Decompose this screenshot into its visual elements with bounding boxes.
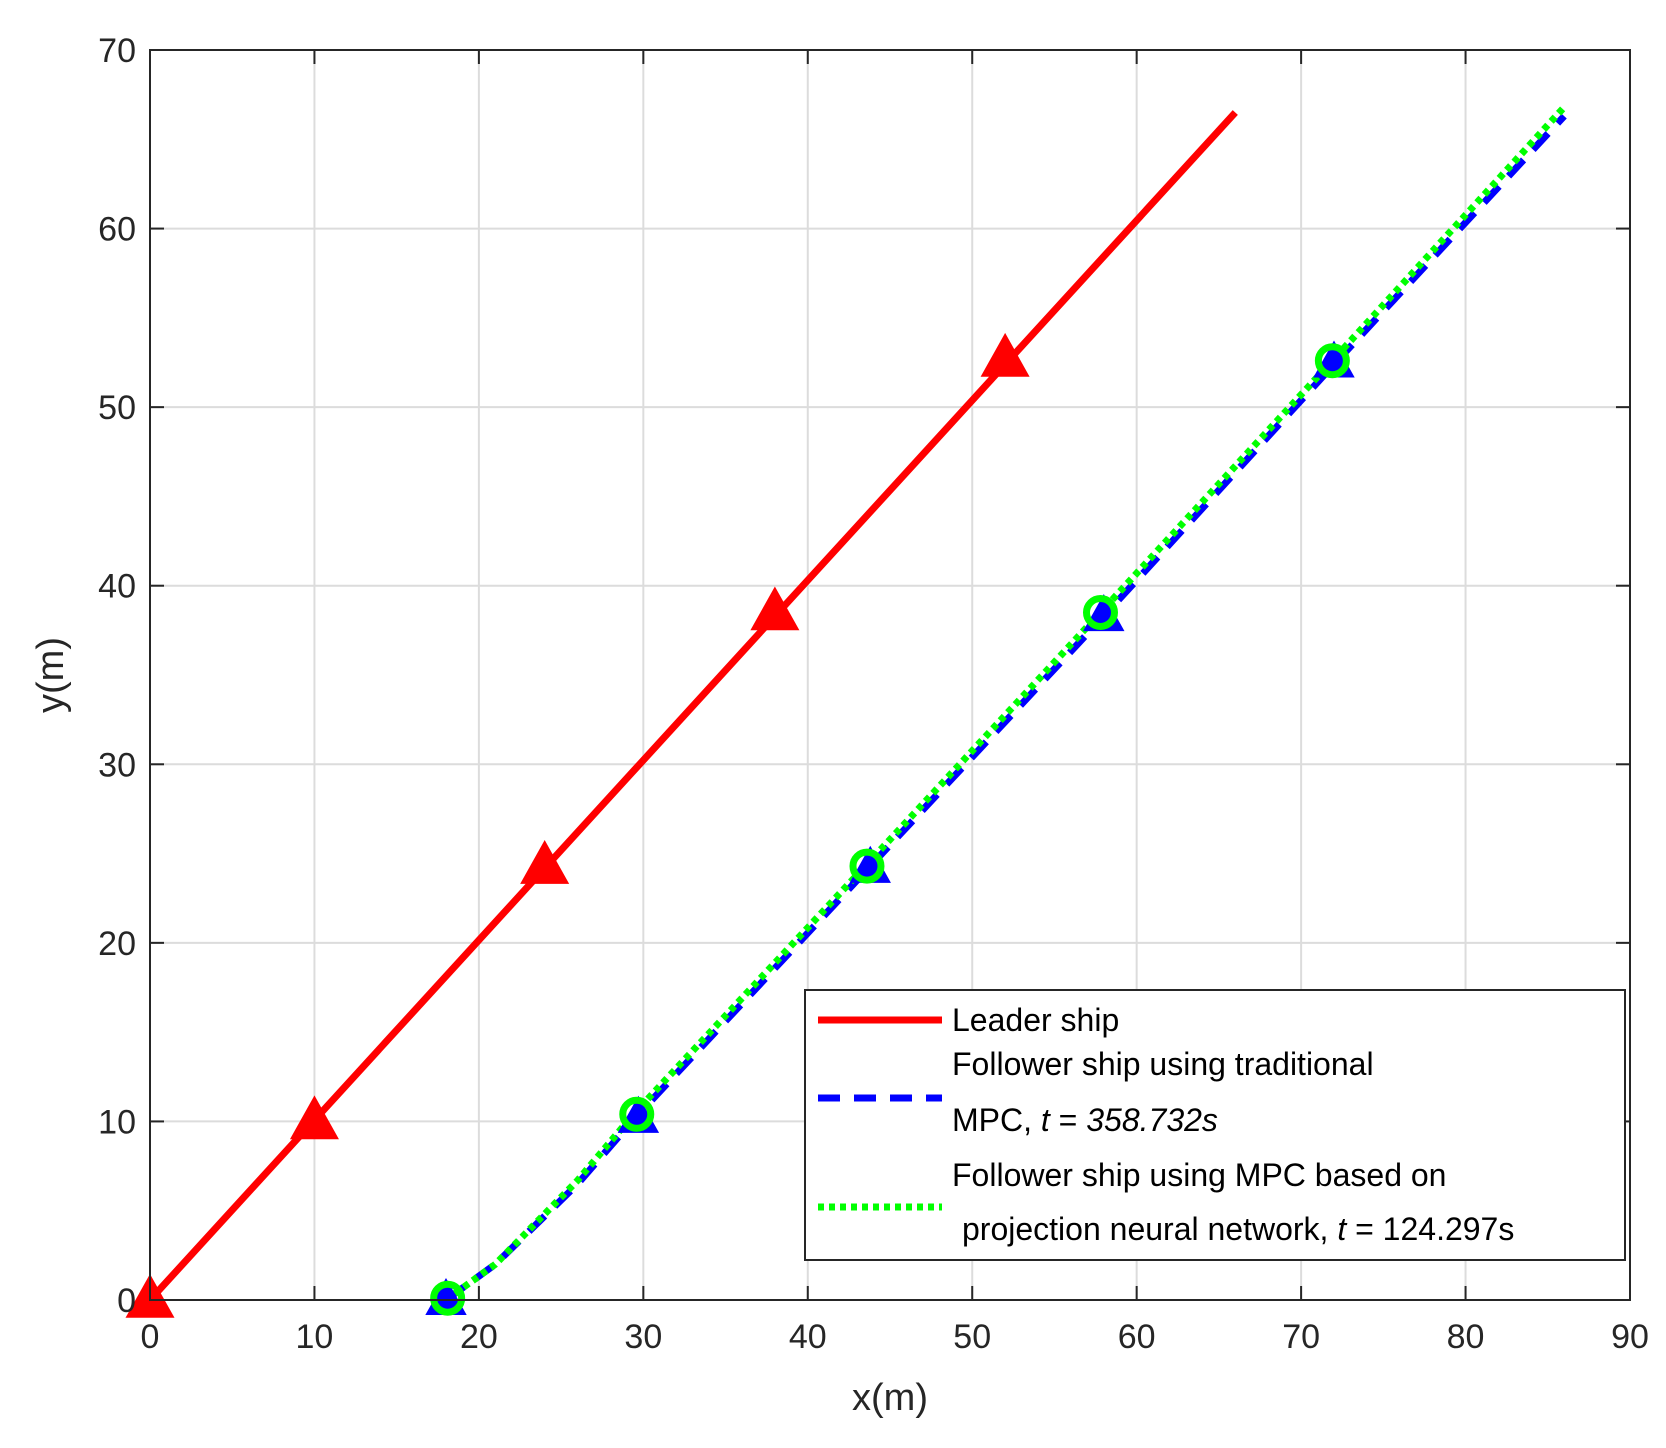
y-axis-label: y(m) bbox=[30, 637, 72, 713]
marker-pnn bbox=[430, 1280, 466, 1316]
legend-label-traditional-line2: MPC, t = 358.732s bbox=[952, 1102, 1218, 1138]
legend-pnn-time: = 124.297s bbox=[1346, 1211, 1514, 1247]
x-tick-label: 90 bbox=[1611, 1318, 1649, 1356]
x-axis-label: x(m) bbox=[852, 1377, 928, 1419]
marker-pnn bbox=[849, 848, 885, 884]
plot-frame bbox=[149, 49, 1631, 1301]
axis-ticks: 0 10 20 30 40 50 60 70 80 90 0 10 20 30 40 50 60 70 bbox=[98, 32, 1649, 1356]
legend-pnn-t-symbol: t bbox=[1337, 1211, 1347, 1247]
y-tick-label: 70 bbox=[98, 32, 136, 70]
marker-pnn bbox=[1314, 343, 1350, 379]
marker-leader bbox=[750, 586, 800, 631]
legend-label-pnn-line1: Follower ship using MPC based on bbox=[952, 1157, 1446, 1193]
legend-box bbox=[804, 989, 1626, 1261]
x-tick-label: 20 bbox=[460, 1318, 498, 1356]
legend-traditional-time: 358.732s bbox=[1086, 1102, 1218, 1138]
x-tick-label: 10 bbox=[296, 1318, 334, 1356]
x-tick-label: 40 bbox=[789, 1318, 827, 1356]
legend-label-leader: Leader ship bbox=[952, 1002, 1119, 1038]
series-lines bbox=[147, 104, 1567, 1303]
x-tick-label: 50 bbox=[953, 1318, 991, 1356]
marker-leader bbox=[980, 332, 1030, 377]
legend-label-traditional-line1: Follower ship using traditional bbox=[952, 1046, 1374, 1082]
y-tick-label: 50 bbox=[98, 389, 136, 427]
y-tick-label: 20 bbox=[98, 925, 136, 963]
y-tick-label: 10 bbox=[98, 1103, 136, 1141]
x-tick-label: 70 bbox=[1282, 1318, 1320, 1356]
marker-pnn bbox=[619, 1096, 655, 1132]
x-tick-label: 80 bbox=[1447, 1318, 1485, 1356]
legend: Leader ship Follower ship using traditio… bbox=[804, 989, 1626, 1261]
marker-leader bbox=[520, 840, 570, 884]
marker-pnn bbox=[1082, 595, 1118, 630]
marker-leader bbox=[289, 1095, 339, 1140]
y-tick-label: 40 bbox=[98, 568, 136, 606]
x-tick-label: 60 bbox=[1118, 1318, 1156, 1356]
legend-label-pnn-line2: projection neural network, t = 124.297s bbox=[962, 1211, 1514, 1247]
grid-lines bbox=[150, 50, 1630, 1300]
legend-pnn-network-text: projection neural network, bbox=[962, 1211, 1337, 1247]
y-tick-label: 0 bbox=[117, 1282, 136, 1320]
x-tick-label: 30 bbox=[624, 1318, 662, 1356]
series-line-leader bbox=[147, 110, 1238, 1303]
series-line-pnn bbox=[443, 104, 1567, 1303]
legend-traditional-t-symbol: t bbox=[1041, 1102, 1051, 1138]
legend-traditional-mpc-text: MPC, bbox=[952, 1102, 1041, 1138]
y-tick-label: 60 bbox=[98, 211, 136, 249]
x-tick-label: 0 bbox=[141, 1318, 160, 1356]
legend-traditional-equals: = bbox=[1050, 1102, 1086, 1138]
y-tick-label: 30 bbox=[98, 746, 136, 784]
series-markers bbox=[125, 332, 1355, 1318]
